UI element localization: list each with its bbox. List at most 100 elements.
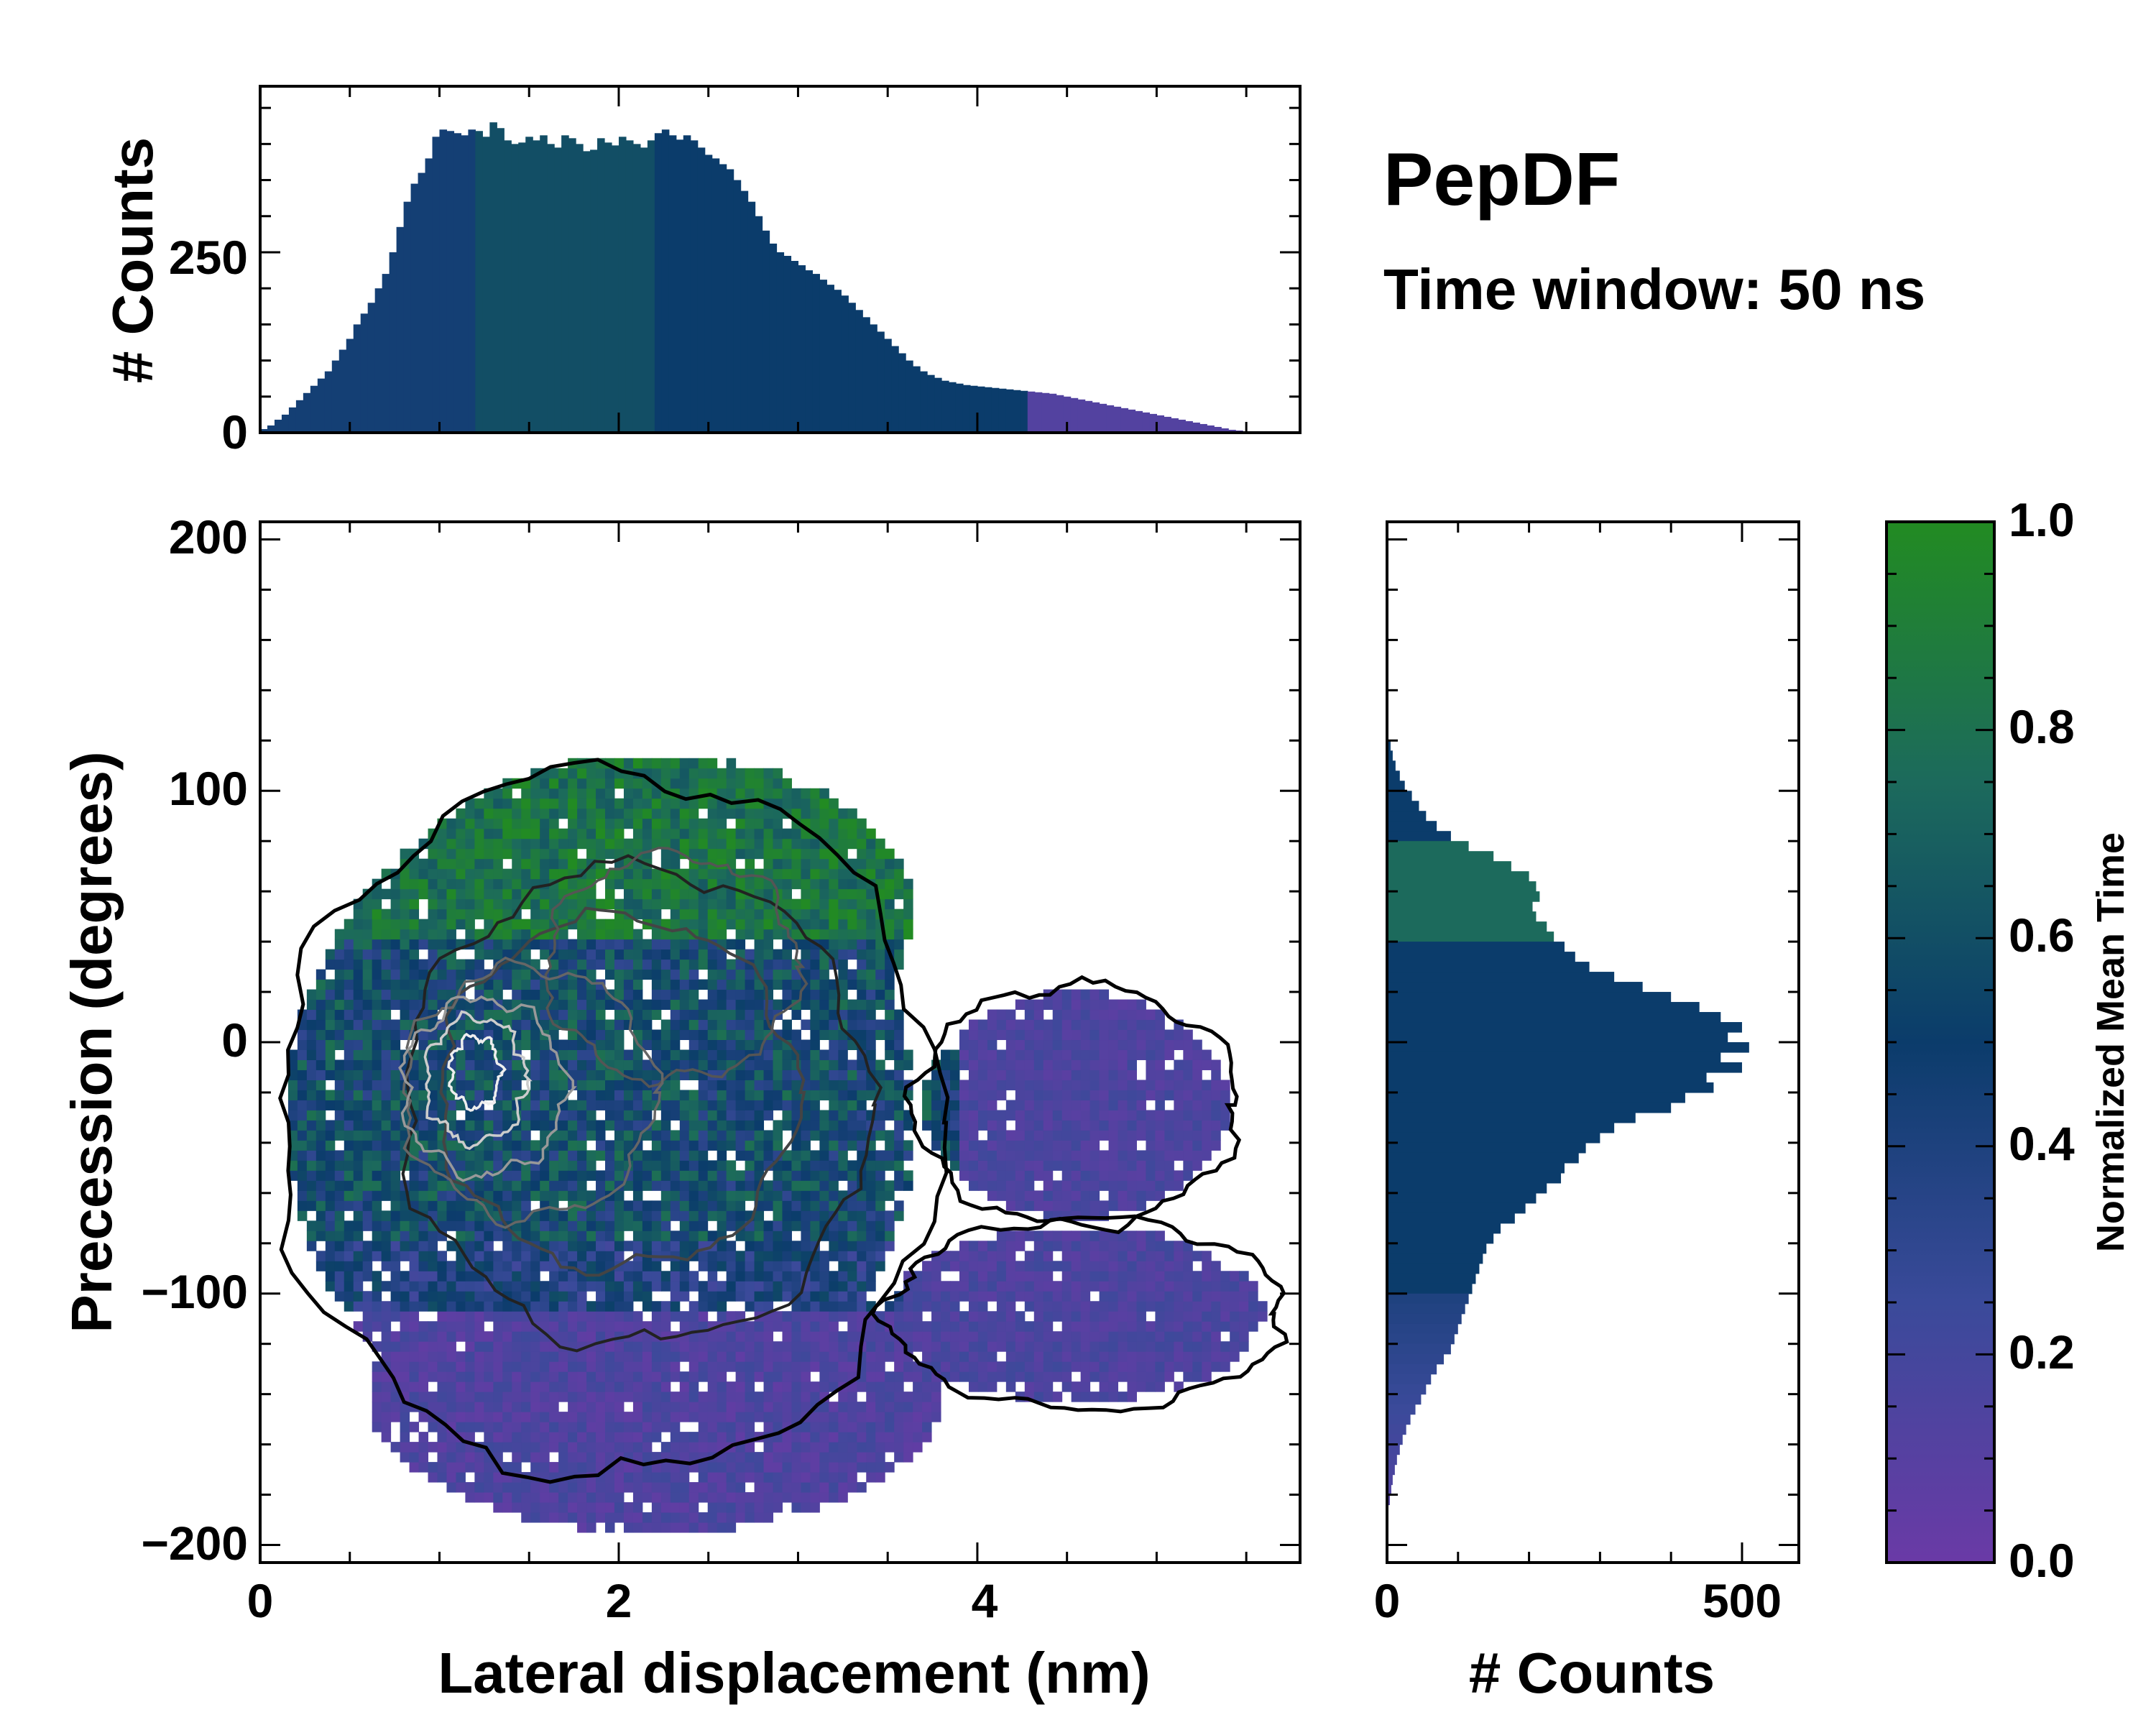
- heatmap-cell: [502, 1080, 512, 1090]
- heatmap-cell: [903, 1392, 913, 1402]
- heatmap-cell: [894, 1160, 904, 1171]
- heatmap-cell: [623, 1080, 634, 1090]
- heatmap-cell: [857, 1442, 867, 1453]
- heatmap-cell: [605, 838, 615, 850]
- heatmap-cell: [670, 959, 681, 970]
- heatmap-cell: [810, 1321, 820, 1332]
- heatmap-cell: [512, 1150, 522, 1161]
- heatmap-cell: [474, 1341, 484, 1352]
- heatmap-cell: [502, 828, 512, 840]
- heatmap-cell: [605, 1442, 615, 1453]
- heatmap-cell: [623, 969, 634, 980]
- heatmap-cell: [996, 1019, 1007, 1031]
- heatmap-cell: [885, 1442, 895, 1453]
- heatmap-cell: [819, 1341, 829, 1352]
- heatmap-cell: [977, 1120, 988, 1131]
- heatmap-cell: [931, 1261, 941, 1271]
- heatmap-cell: [847, 1422, 857, 1432]
- heatmap-cell: [763, 1301, 774, 1312]
- heatmap-cell: [623, 1351, 634, 1362]
- heatmap-cell: [931, 1291, 941, 1302]
- heatmap-cell: [315, 1220, 326, 1231]
- heatmap-cell: [586, 1522, 596, 1533]
- heatmap-cell: [362, 1110, 373, 1121]
- heatmap-cell: [428, 919, 438, 930]
- heatmap-cell: [381, 1220, 392, 1231]
- heatmap-cell: [1080, 1230, 1091, 1241]
- heatmap-cell: [866, 908, 876, 920]
- heatmap-cell: [726, 1291, 737, 1302]
- heatmap-cell: [745, 1120, 755, 1131]
- heatmap-cell: [773, 848, 783, 860]
- heatmap-cell: [400, 1321, 410, 1332]
- heatmap-cell: [474, 1210, 484, 1221]
- heatmap-cell: [885, 868, 895, 880]
- heatmap-cell: [688, 969, 699, 980]
- heatmap-cell: [745, 1150, 755, 1161]
- heatmap-cell: [568, 1170, 578, 1181]
- heatmap-cell: [577, 838, 587, 850]
- heatmap-cell: [521, 969, 531, 980]
- heatmap-cell: [1043, 1200, 1054, 1211]
- heatmap-cell: [810, 878, 820, 890]
- heatmap-cell: [857, 888, 867, 900]
- heatmap-cell: [1043, 1160, 1054, 1171]
- heatmap-cell: [698, 828, 709, 840]
- top-histogram-bar: [1149, 413, 1158, 433]
- heatmap-cell: [428, 1100, 438, 1110]
- heatmap-cell: [754, 818, 765, 829]
- heatmap-cell: [773, 838, 783, 850]
- heatmap-cell: [651, 1512, 662, 1523]
- heatmap-cell: [1061, 1190, 1072, 1201]
- heatmap-cell: [362, 1150, 373, 1161]
- heatmap-cell: [614, 868, 625, 880]
- heatmap-cell: [670, 1492, 681, 1503]
- heatmap-cell: [1089, 1301, 1100, 1312]
- heatmap-cell: [521, 838, 531, 850]
- heatmap-cell: [679, 1230, 690, 1241]
- heatmap-cell: [1089, 1150, 1100, 1161]
- heatmap-cell: [474, 1392, 484, 1402]
- heatmap-cell: [866, 1341, 876, 1352]
- heatmap-cell: [530, 1381, 540, 1392]
- heatmap-cell: [819, 969, 829, 980]
- heatmap-cell: [353, 1180, 364, 1191]
- heatmap-cell: [735, 1311, 746, 1322]
- heatmap-cell: [456, 1070, 466, 1080]
- heatmap-cell: [913, 1371, 923, 1382]
- heatmap-cell: [875, 1402, 885, 1412]
- heatmap-cell: [773, 768, 783, 779]
- heatmap-cell: [857, 1080, 867, 1090]
- heatmap-cell: [810, 788, 820, 799]
- heatmap-cell: [838, 1311, 848, 1322]
- heatmap-cell: [801, 1351, 811, 1362]
- heatmap-cell: [698, 1230, 709, 1241]
- heatmap-cell: [875, 1150, 885, 1161]
- heatmap-cell: [484, 1351, 494, 1362]
- heatmap-cell: [885, 888, 895, 900]
- heatmap-cell: [987, 1190, 998, 1201]
- heatmap-cell: [763, 1190, 774, 1201]
- heatmap-cell: [735, 1402, 746, 1412]
- heatmap-cell: [530, 1351, 540, 1362]
- heatmap-cell: [754, 1452, 765, 1463]
- top-histogram-bar: [367, 303, 376, 433]
- heatmap-cell: [773, 1090, 783, 1100]
- heatmap-cell: [838, 919, 848, 930]
- heatmap-cell: [782, 1251, 792, 1261]
- heatmap-cell: [614, 808, 625, 819]
- heatmap-cell: [679, 969, 690, 980]
- heatmap-cell: [596, 929, 606, 940]
- heatmap-cell: [651, 1029, 662, 1041]
- heatmap-cell: [530, 888, 540, 900]
- heatmap-cell: [334, 1271, 345, 1282]
- heatmap-cell: [782, 939, 792, 950]
- heatmap-cell: [353, 959, 364, 970]
- heatmap-cell: [903, 1452, 913, 1463]
- heatmap-cell: [894, 1341, 904, 1352]
- heatmap-cell: [717, 979, 727, 990]
- heatmap-cell: [1052, 1090, 1063, 1100]
- heatmap-cell: [791, 1412, 801, 1422]
- heatmap-cell: [1033, 1160, 1044, 1171]
- heatmap-cell: [707, 1180, 718, 1191]
